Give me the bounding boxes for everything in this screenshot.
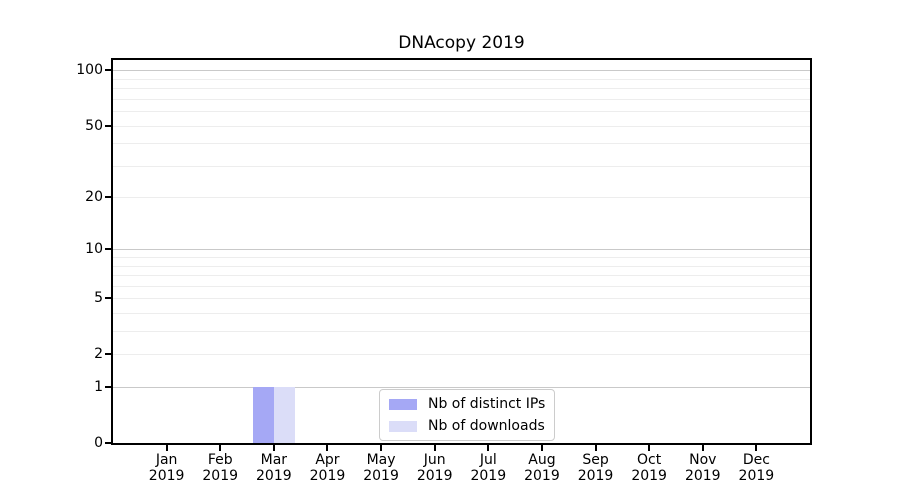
bar-downloads: [273, 387, 295, 443]
gridline-minor: [113, 88, 810, 90]
plot-area: Nb of distinct IPs Nb of downloads: [111, 58, 812, 445]
y-tick: [105, 248, 111, 251]
x-tick: [219, 445, 222, 451]
x-tick: [272, 445, 275, 451]
y-tick-label: 50: [85, 117, 103, 134]
legend-item-downloads: Nb of downloads: [389, 418, 545, 434]
x-tick: [594, 445, 597, 451]
x-tick-label: Jun 2019: [416, 452, 453, 484]
gridline-minor: [113, 331, 810, 333]
x-tick: [380, 445, 383, 451]
gridline-minor: [113, 265, 810, 267]
x-tick-label: Jul 2019: [470, 452, 507, 484]
x-tick-label: Mar 2019: [256, 452, 292, 484]
y-tick-label: 0: [94, 435, 103, 451]
y-tick-label: 100: [76, 62, 103, 79]
gridline-major: [113, 249, 810, 251]
legend-item-distinct-ips: Nb of distinct IPs: [389, 396, 545, 412]
x-tick: [487, 445, 490, 451]
y-tick: [105, 69, 111, 72]
gridline-minor: [113, 298, 810, 300]
x-tick-label: Oct 2019: [631, 452, 667, 484]
gridline-minor: [113, 125, 810, 127]
gridline-minor: [113, 197, 810, 199]
y-tick: [105, 442, 111, 444]
gridline-major: [113, 387, 810, 389]
gridline-minor: [113, 98, 810, 100]
x-tick: [648, 445, 651, 451]
y-tick: [105, 124, 111, 127]
x-tick: [433, 445, 436, 451]
y-tick-label: 1: [94, 379, 103, 396]
gridline-minor: [113, 354, 810, 356]
gridline-minor: [113, 78, 810, 80]
gridline-minor: [113, 143, 810, 145]
x-tick: [540, 445, 543, 451]
legend: Nb of distinct IPs Nb of downloads: [379, 389, 556, 441]
y-tick-label: 10: [85, 241, 103, 258]
legend-swatch-distinct-ips: [389, 398, 417, 410]
x-tick: [701, 445, 704, 451]
bar-distinct-ips: [252, 387, 274, 443]
x-tick: [326, 445, 329, 451]
x-tick-label: Feb 2019: [202, 452, 239, 484]
x-tick-label: May 2019: [363, 452, 399, 484]
y-tick-label: 20: [85, 189, 103, 206]
x-tick-label: Sep 2019: [577, 452, 614, 484]
gridline-minor: [113, 313, 810, 315]
y-tick: [105, 297, 111, 300]
legend-label-downloads: Nb of downloads: [428, 418, 545, 434]
x-tick-label: Jan 2019: [148, 452, 185, 484]
gridline-minor: [113, 165, 810, 167]
legend-label-distinct-ips: Nb of distinct IPs: [428, 396, 546, 412]
x-tick: [755, 445, 758, 451]
x-tick-label: Apr 2019: [309, 452, 346, 484]
gridline-minor: [113, 275, 810, 277]
x-tick-label: Aug 2019: [524, 452, 560, 484]
y-tick: [105, 196, 111, 199]
x-tick-label: Nov 2019: [684, 452, 721, 484]
y-tick: [105, 386, 111, 389]
legend-swatch-downloads: [389, 420, 417, 432]
gridline-minor: [113, 111, 810, 113]
gridline-minor: [113, 285, 810, 287]
y-tick-label: 5: [94, 290, 103, 307]
gridline-major: [113, 70, 810, 72]
chart-title: DNAcopy 2019: [398, 33, 525, 53]
x-tick: [165, 445, 168, 451]
gridline-minor: [113, 257, 810, 259]
y-tick: [105, 353, 111, 356]
x-tick-label: Dec 2019: [738, 452, 775, 484]
y-tick-label: 2: [94, 346, 103, 363]
